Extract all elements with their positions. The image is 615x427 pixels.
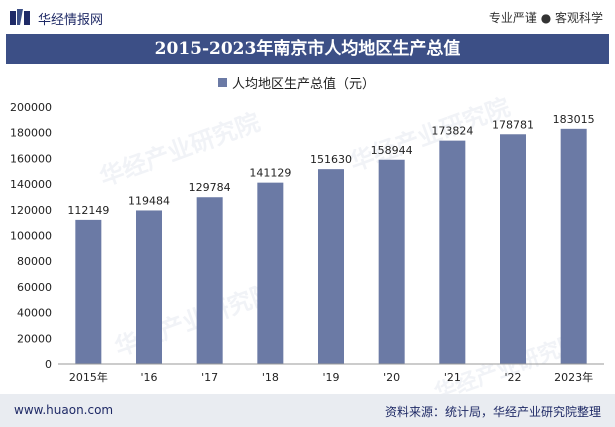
brand-name: 华经情报网 — [38, 13, 104, 28]
y-tick-label: 100000 — [10, 230, 52, 243]
tagline: 专业严谨 ● 客观科学 — [488, 11, 603, 25]
data-labels: 112149 119484 129784 141129 151630 158944 1738… — [67, 113, 594, 217]
bar — [378, 159, 405, 364]
bar — [136, 210, 162, 364]
chart-legend: 人均地区生产总值（元） — [218, 73, 376, 92]
legend-swatch — [218, 77, 227, 87]
data-label: 129784 — [189, 181, 231, 194]
y-tick-label: 180000 — [10, 127, 52, 140]
x-tick-label: '22 — [504, 371, 521, 384]
legend-label: 人均地区生产总值（元） — [232, 76, 376, 92]
y-tick-label: 160000 — [10, 152, 52, 165]
x-tick-label: '18 — [262, 371, 279, 384]
y-tick-label: 20000 — [17, 332, 52, 345]
y-tick-label: 140000 — [10, 178, 52, 191]
top-bar: 华经情报网 专业严谨 ● 客观科学 — [0, 0, 615, 34]
x-tick-label: '17 — [201, 371, 218, 384]
y-tick-label: 40000 — [17, 307, 52, 320]
bar — [318, 169, 344, 364]
y-tick-label: 60000 — [17, 281, 52, 294]
bar — [196, 197, 223, 364]
y-tick-label: 200000 — [10, 101, 52, 114]
data-label: 119484 — [128, 194, 170, 207]
footer: www.huaon.com 资料来源：统计局，华经产业研究院整理 — [0, 394, 615, 427]
site-url: www.huaon.com — [14, 403, 114, 417]
x-tick-label: 2023年 — [554, 370, 593, 384]
x-axis: 2015年 '16 '17 '18 '19 '20 '21 '22 2023年 — [58, 363, 604, 384]
x-tick-label: '20 — [383, 371, 400, 384]
y-axis: 0 20000 40000 60000 80000 100000 120000 140000 1… — [10, 101, 52, 371]
data-label: 151630 — [310, 153, 352, 166]
bar — [500, 134, 526, 364]
x-tick-label: '21 — [444, 371, 461, 384]
source-note: 资料来源：统计局，华经产业研究院整理 — [384, 405, 601, 419]
bar — [75, 219, 102, 364]
chart-title: 2015-2023年南京市人均地区生产总值 — [6, 34, 609, 64]
x-tick-label: '16 — [140, 371, 157, 384]
bar-chart: 0 20000 40000 60000 80000 100000 120000 140000 1… — [10, 101, 604, 384]
y-tick-label: 0 — [45, 358, 52, 371]
data-label: 158944 — [371, 144, 413, 157]
y-tick-label: 80000 — [17, 255, 52, 268]
bar — [560, 128, 587, 364]
x-tick-label: '19 — [322, 371, 339, 384]
y-tick-label: 120000 — [10, 204, 52, 217]
data-label: 173824 — [431, 125, 473, 138]
data-label: 112149 — [67, 204, 109, 217]
x-tick-label: 2015年 — [69, 370, 108, 384]
logo-icon — [10, 9, 30, 25]
data-label: 178781 — [492, 118, 534, 131]
bar — [257, 182, 284, 364]
data-label: 183015 — [553, 113, 595, 126]
bars — [75, 128, 587, 364]
data-label: 141129 — [249, 167, 291, 180]
bar — [439, 140, 466, 364]
